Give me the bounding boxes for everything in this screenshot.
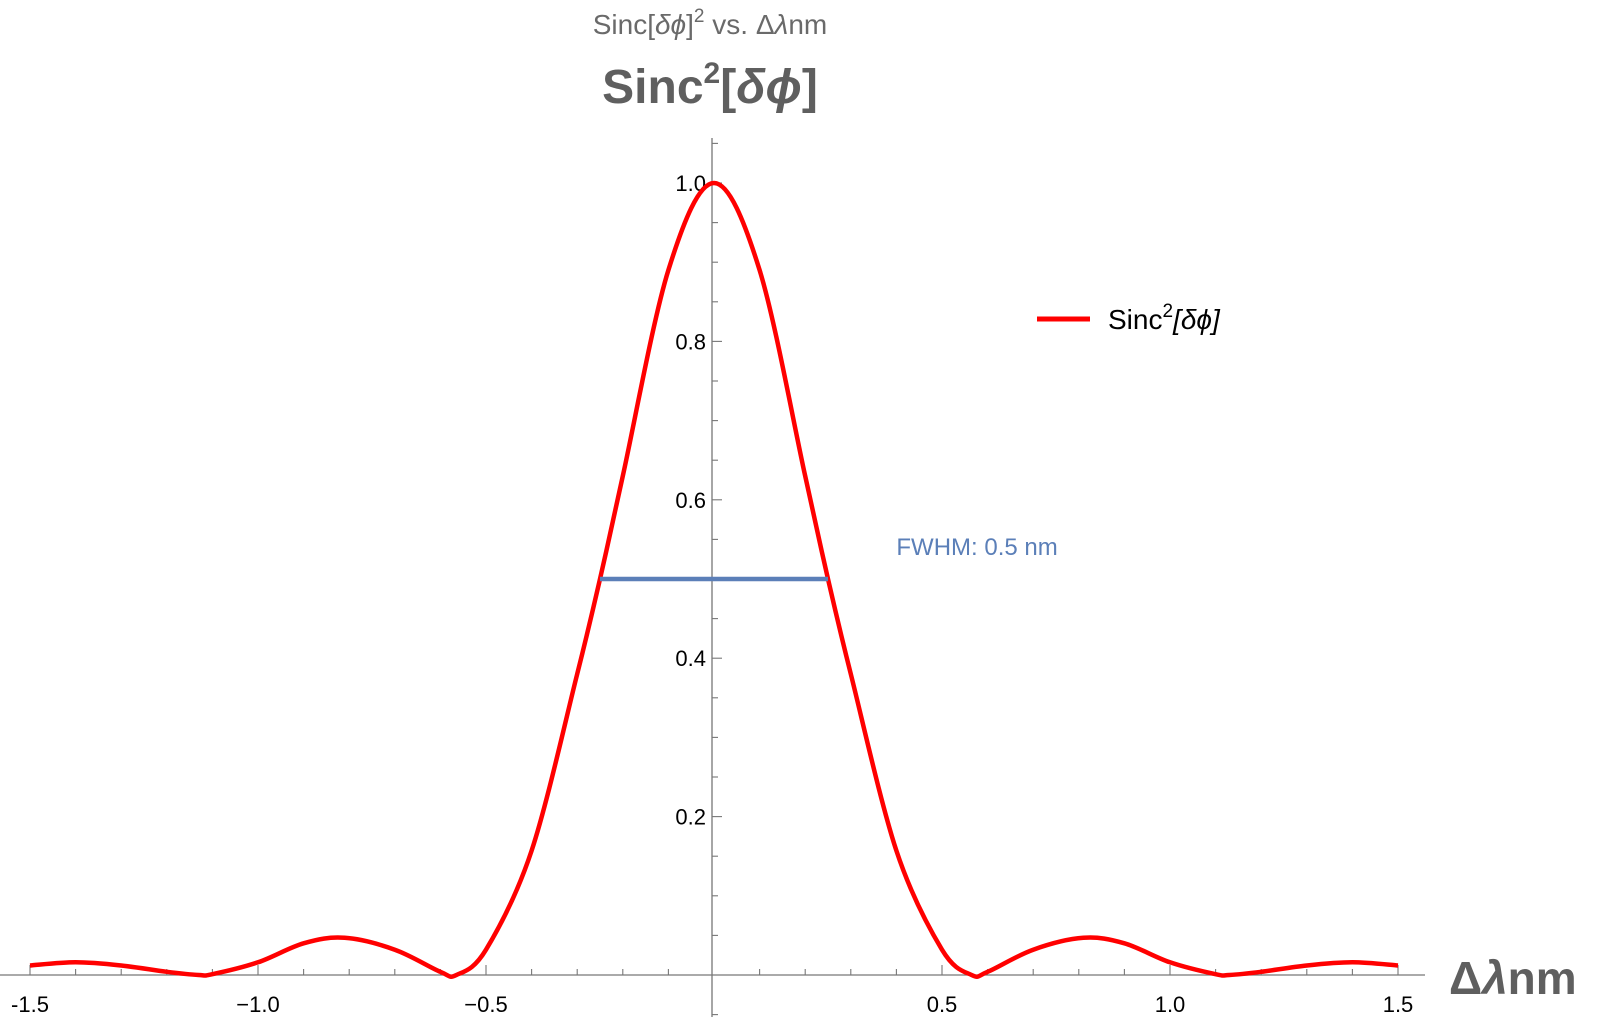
legend-label: Sinc2[δϕ] [1108,301,1221,335]
x-axis-title: Δλnm [1449,952,1577,1004]
series-line-sinc-squared [29,180,1399,979]
x-tick-label: 1.5 [1383,992,1414,1017]
x-tick-label: −0.5 [464,992,507,1017]
y-tick-label: 0.8 [675,329,706,354]
x-tick-label: −1.0 [236,992,279,1017]
chart-subtitle: Sinc[δϕ]2 vs. Δλnm [593,6,827,40]
chart-title: Sinc2[δϕ] [602,57,818,114]
x-ticks: -1.5 −1.0 −0.5 0.5 1.0 1.5 [11,992,1413,1017]
y-tick-label: 0.6 [675,488,706,513]
x-tick-label: 1.0 [1155,992,1186,1017]
y-tick-label: 0.2 [675,805,706,830]
x-tick-label: 0.5 [927,992,958,1017]
y-tick-label: 0.4 [675,646,706,671]
x-tick-label: -1.5 [11,992,49,1017]
legend: Sinc2[δϕ] [1037,301,1221,335]
fwhm-annotation: FWHM: 0.5 nm [896,534,1057,561]
y-ticks: 0.20.40.60.81.0 [675,171,706,830]
